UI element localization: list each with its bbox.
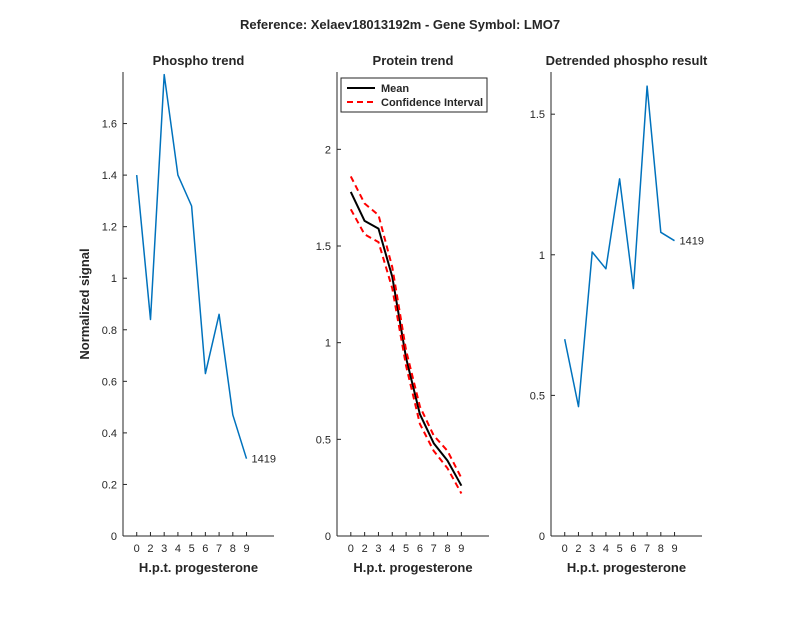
y-tick-label: 0.6 [102,376,117,388]
x-axis-label: H.p.t. progesterone [567,560,686,575]
x-tick-label: 2 [147,543,153,555]
y-tick-label: 0.8 [102,325,117,337]
x-tick-label: 2 [575,543,581,555]
legend-box [340,77,488,113]
series-line-mean [349,191,463,487]
legend-entry: Mean [381,83,409,95]
x-tick-label: 5 [617,543,623,555]
y-tick-label: 0 [325,531,331,543]
x-tick-label: 8 [658,543,664,555]
x-tick-label: 5 [189,543,195,555]
x-axis-label: H.p.t. progesterone [139,560,258,575]
x-tick-label: 3 [589,543,595,555]
series-end-label: 1419 [680,236,704,248]
x-tick-label: 4 [603,543,609,555]
panel-title: Detrended phospho result [546,53,708,68]
y-tick-label: 1.4 [102,170,117,182]
x-tick-label: 7 [431,543,437,555]
y-tick-label: 1.5 [530,109,545,121]
y-tick-label: 0.4 [102,428,117,440]
x-tick-label: 2 [362,543,368,555]
x-tick-label: 6 [630,543,636,555]
x-tick-label: 3 [375,543,381,555]
x-tick-label: 6 [202,543,208,555]
y-tick-label: 1.2 [102,222,117,234]
x-tick-label: 9 [458,543,464,555]
panel-title: Protein trend [373,53,454,68]
figure-title: Reference: Xelaev18013192m - Gene Symbol… [240,17,560,32]
x-tick-label: 4 [389,543,395,555]
x-axis-label: H.p.t. progesterone [353,560,472,575]
series-end-label: 1419 [252,454,276,466]
series-line-1419 [135,73,248,459]
x-tick-label: 7 [644,543,650,555]
panel-title: Phospho trend [153,53,245,68]
y-tick-label: 0 [539,531,545,543]
x-tick-label: 4 [175,543,181,555]
y-tick-label: 0.5 [316,434,331,446]
y-tick-label: 0.2 [102,479,117,491]
x-tick-label: 0 [562,543,568,555]
x-tick-label: 3 [161,543,167,555]
x-tick-label: 7 [216,543,222,555]
y-tick-label: 0.5 [530,390,545,402]
series-line-1419 [563,85,675,408]
y-tick-label: 1 [325,338,331,350]
x-tick-label: 8 [444,543,450,555]
series-line-confidence-interval [349,175,463,479]
x-tick-label: 0 [134,543,140,555]
y-tick-label: 1 [111,273,117,285]
y-tick-label: 0 [111,531,117,543]
x-tick-label: 9 [243,543,249,555]
x-tick-label: 5 [403,543,409,555]
y-tick-label: 1.5 [316,241,331,253]
legend-entry: Confidence Interval [381,97,483,109]
series-line-confidence-interval [349,208,463,494]
y-tick-label: 2 [325,144,331,156]
legend: Mean Confidence Interval [340,77,488,113]
x-tick-label: 0 [348,543,354,555]
chart-panel-1: 00.20.40.60.811.21.41.60 2 3 4 5 6 7 8 9Phospho … [77,53,276,575]
y-tick-label: 1 [539,250,545,262]
x-tick-label: 6 [417,543,423,555]
y-axis-label: Normalized signal [77,248,92,359]
x-tick-label: 8 [230,543,236,555]
x-tick-label: 9 [671,543,677,555]
y-tick-label: 1.6 [102,119,117,131]
